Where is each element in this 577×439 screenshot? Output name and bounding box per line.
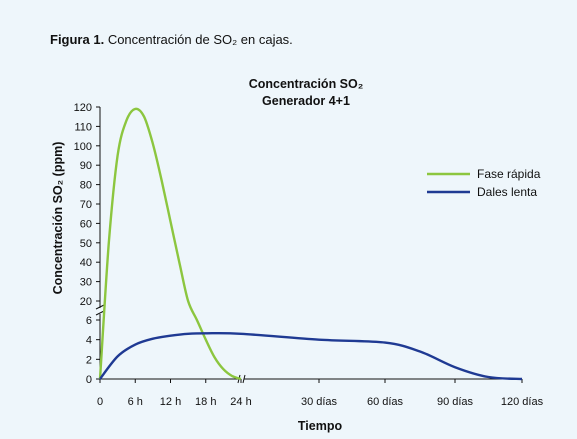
y-tick-label: 0 xyxy=(86,374,92,386)
figure-label: Figura 1. xyxy=(50,32,105,47)
y-tick-label: 30 xyxy=(80,277,92,289)
y-tick-label: 50 xyxy=(80,238,92,250)
y-tick-label: 110 xyxy=(74,121,92,133)
x-axis-break-mark xyxy=(242,374,246,384)
y-axis-label: Concentración SO₂ (ppm) xyxy=(51,142,65,295)
y-tick-label: 120 xyxy=(74,102,92,114)
series-group xyxy=(98,107,523,381)
y-tick-label: 70 xyxy=(80,199,92,211)
x-tick-label: 120 días xyxy=(501,396,544,408)
chart-title: Concentración SO₂ xyxy=(249,77,364,91)
axes: 0 2 4 6 20 30 40 50 60 70 80 90 100 110 120 0 6 h 12 h 18 … xyxy=(74,102,544,408)
x-tick-label: 12 h xyxy=(160,396,181,408)
x-tick-label: 24 h xyxy=(230,396,251,408)
y-tick-label: 80 xyxy=(80,180,92,192)
y-tick-label: 2 xyxy=(86,354,92,366)
x-tick-label: 30 días xyxy=(301,396,338,408)
legend-label: Dales lenta xyxy=(477,185,537,199)
y-tick-label: 60 xyxy=(80,218,92,230)
legend-label: Fase rápida xyxy=(477,167,541,181)
x-tick-label: 60 días xyxy=(367,396,404,408)
y-tick-label: 90 xyxy=(80,160,92,172)
figure-caption: Figura 1. Concentración de SO₂ en cajas. xyxy=(50,32,293,47)
y-tick-label: 6 xyxy=(86,315,92,327)
x-tick-label: 0 xyxy=(97,396,103,408)
x-axis-label: Tiempo xyxy=(298,419,343,433)
y-tick-label: 100 xyxy=(74,141,92,153)
y-tick-label: 4 xyxy=(86,335,92,347)
y-axis-break-mark xyxy=(95,310,105,316)
x-tick-label: 18 h xyxy=(195,396,216,408)
series-line-fase-r-pida xyxy=(98,107,242,381)
y-axis-break-mark xyxy=(95,304,105,310)
figure-caption-text: Concentración de SO₂ en cajas. xyxy=(107,32,293,47)
y-tick-label: 40 xyxy=(80,257,92,269)
legend: Fase rápida Dales lenta xyxy=(427,167,541,199)
x-tick-label: 6 h xyxy=(128,396,143,408)
series-line-dales-lenta xyxy=(99,331,523,381)
x-tick-label: 90 días xyxy=(437,396,474,408)
y-tick-label: 20 xyxy=(80,296,92,308)
chart-subtitle: Generador 4+1 xyxy=(262,94,350,108)
